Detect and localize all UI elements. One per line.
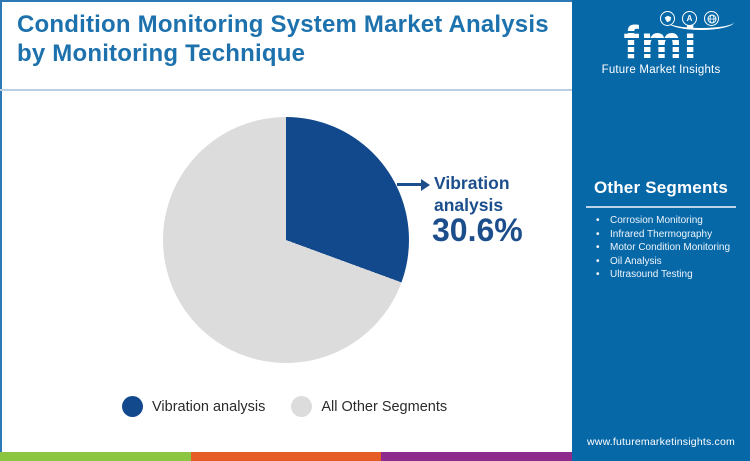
footer-bar bbox=[0, 452, 573, 461]
compass-icon: A bbox=[682, 11, 697, 26]
callout-arrow-icon bbox=[397, 178, 430, 191]
legend-label-vibration: Vibration analysis bbox=[152, 398, 266, 415]
footer-bar-segment-purple bbox=[381, 452, 573, 461]
list-item: Motor Condition Monitoring bbox=[596, 241, 746, 255]
globe-icon bbox=[704, 11, 719, 26]
fmi-logo: A fmi Future Market Insights bbox=[572, 8, 750, 86]
pie-chart bbox=[163, 117, 409, 363]
logo-icons: A bbox=[660, 11, 719, 26]
list-item: Oil Analysis bbox=[596, 255, 746, 269]
page-title: Condition Monitoring System Market Analy… bbox=[17, 11, 549, 67]
legend-item-other: All Other Segments bbox=[291, 396, 447, 417]
list-item: Corrosion Monitoring bbox=[596, 214, 746, 228]
list-item: Ultrasound Testing bbox=[596, 268, 746, 282]
title-divider bbox=[0, 89, 572, 91]
list-item: Infrared Thermography bbox=[596, 228, 746, 242]
sidebar-heading: Other Segments bbox=[593, 178, 729, 197]
map-icon bbox=[660, 11, 675, 26]
legend-dot-other bbox=[291, 396, 313, 417]
footer-bar-segment-orange bbox=[190, 452, 382, 461]
website-link[interactable]: www.futuremarketinsights.com bbox=[587, 436, 735, 448]
sidebar: A fmi Future Market Insights Other Segme… bbox=[572, 0, 750, 461]
segment-list: Corrosion Monitoring Infrared Thermograp… bbox=[596, 214, 746, 282]
callout-value: 30.6% bbox=[432, 212, 523, 248]
sidebar-divider bbox=[586, 206, 736, 208]
callout-label: Vibration analysis bbox=[434, 173, 510, 215]
legend-item-vibration: Vibration analysis bbox=[122, 396, 265, 417]
legend: Vibration analysis All Other Segments bbox=[122, 396, 447, 417]
legend-dot-vibration bbox=[122, 396, 143, 417]
footer-bar-segment-green bbox=[0, 452, 191, 461]
legend-label-other: All Other Segments bbox=[321, 398, 448, 415]
logo-brand-text: fmi bbox=[619, 16, 703, 68]
logo-tagline: Future Market Insights bbox=[601, 64, 721, 76]
